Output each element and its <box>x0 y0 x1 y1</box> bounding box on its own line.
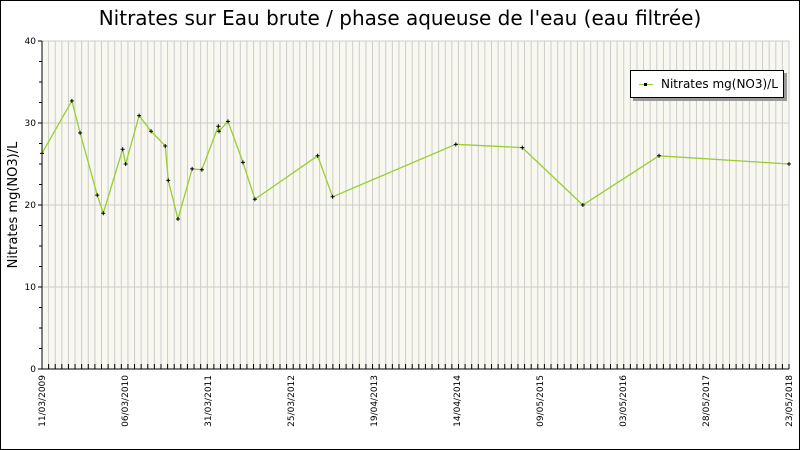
series-line <box>41 99 790 222</box>
data-point-marker <box>175 216 180 221</box>
y-tick-label: 30 <box>25 119 37 129</box>
data-point-marker <box>330 194 335 199</box>
data-point-marker <box>453 142 458 147</box>
data-point-marker <box>137 113 142 118</box>
data-point-marker <box>40 151 44 156</box>
y-tick-label: 0 <box>30 365 36 375</box>
data-point-marker <box>216 124 221 129</box>
data-point-marker <box>123 162 128 166</box>
data-point-marker <box>240 160 245 165</box>
data-point-marker <box>199 167 204 172</box>
data-point-marker <box>163 143 168 148</box>
data-point-marker <box>95 193 100 198</box>
legend-label: Nitrates mg(NO3)/L <box>661 77 778 91</box>
y-tick-label: 20 <box>25 201 37 211</box>
y-tick-label: 40 <box>25 37 37 47</box>
chart-title: Nitrates sur Eau brute / phase aqueuse d… <box>98 6 702 30</box>
x-tick-label: 11/03/2009 <box>38 375 48 427</box>
data-point-marker <box>657 153 662 158</box>
data-point-marker <box>149 129 154 134</box>
data-point-marker <box>226 119 231 124</box>
data-point-marker <box>580 203 585 207</box>
data-point-marker <box>217 129 222 134</box>
legend-line-marker-icon <box>639 82 653 86</box>
x-tick-label: 09/05/2015 <box>536 375 546 427</box>
data-point-marker <box>315 153 320 158</box>
x-tick-label: 14/04/2014 <box>453 375 463 427</box>
x-tick-label: 06/03/2010 <box>121 375 131 427</box>
x-tick-label: 28/05/2017 <box>702 375 712 427</box>
y-axis-label: Nitrates mg(NO3)/L <box>6 141 21 268</box>
data-point-marker <box>190 166 195 171</box>
x-tick-label: 19/04/2013 <box>370 375 380 427</box>
data-point-marker <box>166 178 171 183</box>
x-tick-label: 03/05/2016 <box>619 375 629 427</box>
data-point-marker <box>787 162 791 166</box>
x-tick-label: 31/03/2011 <box>204 375 214 427</box>
data-point-marker <box>69 98 74 103</box>
data-point-marker <box>120 147 125 152</box>
y-tick-label: 10 <box>25 283 37 293</box>
data-point-marker <box>78 130 83 135</box>
legend: Nitrates mg(NO3)/L <box>630 70 784 98</box>
data-point-marker <box>101 211 106 216</box>
data-point-marker <box>520 145 525 150</box>
x-tick-label: 23/05/2018 <box>785 375 795 427</box>
data-point-marker <box>252 197 257 202</box>
x-tick-label: 25/03/2012 <box>287 375 297 427</box>
